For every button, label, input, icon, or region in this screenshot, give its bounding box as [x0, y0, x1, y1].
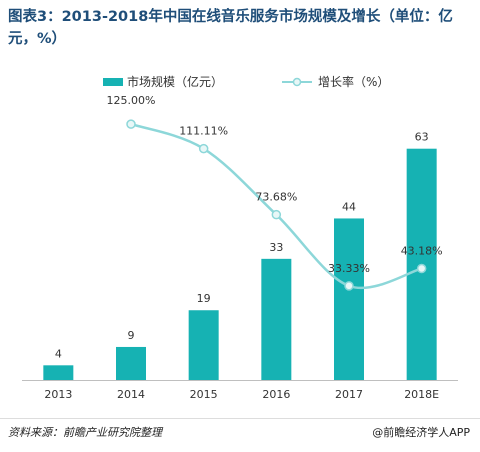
growth-label-2015: 111.11% [179, 125, 228, 138]
bar-2015 [188, 310, 219, 380]
bar-value-label-2013: 4 [55, 347, 62, 360]
bar-value-label-2016: 33 [269, 241, 283, 254]
legend-line-label: 增长率（%） [318, 74, 389, 89]
bar-2017 [334, 218, 364, 380]
legend-line-marker [292, 77, 302, 87]
footer-divider [0, 418, 480, 419]
x-tick-2015: 2015 [190, 388, 218, 401]
bar-value-labels: 4 9 19 33 44 63 [55, 131, 429, 361]
x-tick-2014: 2014 [117, 388, 145, 401]
growth-label-2018E: 43.18% [401, 245, 443, 258]
growth-point-2015 [198, 143, 209, 154]
growth-point-2014 [126, 119, 136, 129]
legend: 市场规模（亿元） 增长率（%） [103, 74, 389, 89]
growth-line-series [126, 119, 427, 291]
bar-2013 [43, 365, 74, 380]
bar-value-label-2018E: 63 [415, 131, 429, 144]
bar-2014 [116, 346, 146, 380]
growth-label-2017: 33.33% [328, 262, 370, 275]
growth-point-2018E [416, 263, 427, 274]
growth-label-2016: 73.68% [255, 191, 297, 204]
x-axis-tick-labels: 2013 2014 2015 2016 2017 2018E [44, 388, 439, 401]
bar-series [43, 148, 437, 380]
growth-point-2016 [271, 209, 282, 220]
growth-value-labels: 125.00% 111.11% 73.68% 33.33% 43.18% [107, 94, 443, 275]
bar-2016 [261, 258, 292, 380]
source-note: 资料来源：前瞻产业研究院整理 [8, 426, 162, 439]
x-tick-2013: 2013 [44, 388, 72, 401]
x-tick-2017: 2017 [335, 388, 363, 401]
bar-value-label-2015: 19 [197, 292, 211, 305]
bar-value-label-2017: 44 [342, 200, 356, 213]
legend-bar-label: 市场规模（亿元） [127, 74, 223, 89]
growth-label-2014: 125.00% [107, 94, 156, 107]
brand-credit: @前瞻经济学人APP [372, 426, 470, 439]
bar-value-label-2014: 9 [128, 329, 135, 342]
chart-title: 图表3：2013-2018年中国在线音乐服务市场规模及增长（单位：亿元，%） [8, 9, 453, 47]
x-tick-2018E: 2018E [404, 388, 439, 401]
x-tick-2016: 2016 [262, 388, 290, 401]
legend-bar-swatch [103, 78, 123, 86]
growth-point-2017 [344, 281, 354, 291]
